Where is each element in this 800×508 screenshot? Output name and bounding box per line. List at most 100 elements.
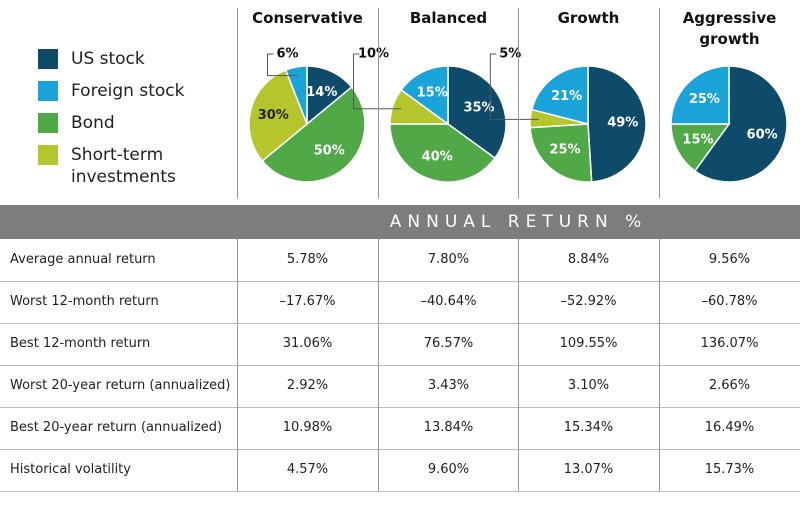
table-value: –52.92%	[560, 294, 617, 309]
table-row	[0, 323, 800, 366]
pie-title: Balanced	[409, 9, 488, 27]
row-label: Worst 20-year return (annualized)	[10, 378, 231, 393]
data-label: 60%	[747, 127, 778, 142]
pie-slice	[389, 123, 496, 183]
table-row	[0, 407, 800, 450]
column-divider	[518, 8, 519, 198]
column-divider	[659, 281, 660, 323]
table-value: 5.78%	[286, 252, 329, 267]
table-row	[0, 365, 800, 408]
pie-slice	[400, 65, 449, 126]
legend-item: Short-term investments	[38, 144, 206, 188]
table-value: 10.98%	[282, 420, 333, 435]
pie-slice	[306, 65, 353, 126]
band-title: ANNUAL RETURN %	[389, 212, 648, 232]
data-label: 5%	[499, 47, 521, 62]
column-divider	[237, 8, 238, 198]
table-value: –40.64%	[420, 294, 477, 309]
pie-slice	[693, 65, 788, 183]
legend-swatch	[38, 49, 58, 69]
column-divider	[237, 449, 238, 491]
pie-slice	[284, 65, 308, 125]
column-divider	[378, 239, 379, 281]
data-label: 30%	[258, 108, 289, 123]
pie-slice	[529, 123, 593, 183]
table-value: 15.34%	[563, 420, 614, 435]
pie-slice	[670, 65, 730, 125]
legend-item: Foreign stock	[38, 80, 206, 102]
row-label: Best 12-month return	[10, 336, 151, 351]
table-value: 2.66%	[708, 378, 751, 393]
legend-item: Bond	[38, 112, 206, 134]
column-divider	[659, 407, 660, 449]
legend-label: Short-term investments	[71, 145, 176, 187]
column-divider	[659, 8, 660, 198]
pie-title: Growth	[557, 9, 620, 27]
table-value: 3.43%	[427, 378, 470, 393]
pie-slice	[447, 65, 507, 160]
column-divider	[237, 407, 238, 449]
table-value: 9.60%	[427, 462, 470, 477]
column-divider	[378, 449, 379, 491]
table-row	[0, 239, 800, 282]
row-label: Best 20-year return (annualized)	[10, 420, 223, 435]
table-value: –60.78%	[701, 294, 758, 309]
data-label: 50%	[314, 143, 345, 158]
data-label: 15%	[417, 85, 448, 100]
column-divider	[518, 281, 519, 323]
legend-swatch	[38, 113, 58, 133]
pie-title: Aggressive growth	[682, 9, 777, 48]
column-divider	[237, 365, 238, 407]
table-value: 76.57%	[423, 336, 474, 351]
table-value: 3.10%	[567, 378, 610, 393]
table-value: 13.84%	[423, 420, 474, 435]
pie-slice	[261, 85, 366, 183]
column-divider	[659, 449, 660, 491]
data-label: 25%	[549, 143, 580, 158]
table-value: 8.84%	[567, 252, 610, 267]
legend-label: Foreign stock	[71, 81, 185, 101]
pie-title: Conservative	[252, 9, 363, 27]
column-divider	[659, 239, 660, 281]
table-value: 15.73%	[704, 462, 755, 477]
column-divider	[237, 281, 238, 323]
table-value: 9.56%	[708, 252, 751, 267]
column-divider	[518, 449, 519, 491]
column-divider	[378, 281, 379, 323]
table-row	[0, 449, 800, 492]
table-value: 13.07%	[563, 462, 614, 477]
table-value: –17.67%	[279, 294, 336, 309]
column-divider	[518, 323, 519, 365]
pie-slice	[587, 65, 647, 183]
pie-slice	[530, 65, 589, 125]
column-divider	[518, 239, 519, 281]
table-value: 2.92%	[286, 378, 329, 393]
table-row	[0, 281, 800, 324]
table-value: 136.07%	[700, 336, 759, 351]
column-divider	[518, 365, 519, 407]
pie-slice	[670, 123, 731, 172]
legend-item: US stock	[38, 48, 206, 70]
legend-swatch	[38, 145, 58, 165]
row-label: Average annual return	[10, 252, 156, 267]
column-divider	[237, 323, 238, 365]
table-value: 4.57%	[286, 462, 329, 477]
data-label: 6%	[276, 47, 298, 62]
pie-slice	[248, 69, 308, 163]
pie-area: 14% 50% 30% 6% 35% 40% 10% 15% 49% 25% 5% 21% 60% 15%…	[248, 47, 788, 183]
table-value: 31.06%	[282, 336, 333, 351]
legend-label: US stock	[71, 49, 145, 69]
header-band: ANNUAL RETURN %	[0, 205, 800, 239]
column-divider	[378, 365, 379, 407]
leader-line	[267, 53, 298, 77]
data-label: 14%	[306, 85, 337, 100]
table-value: 16.49%	[704, 420, 755, 435]
table-value: 109.55%	[559, 336, 618, 351]
column-divider	[659, 323, 660, 365]
column-divider	[378, 323, 379, 365]
row-label: Worst 12-month return	[10, 294, 159, 309]
data-label: 49%	[607, 115, 638, 130]
legend-label: Bond	[71, 113, 115, 133]
column-divider	[378, 407, 379, 449]
column-divider	[237, 239, 238, 281]
